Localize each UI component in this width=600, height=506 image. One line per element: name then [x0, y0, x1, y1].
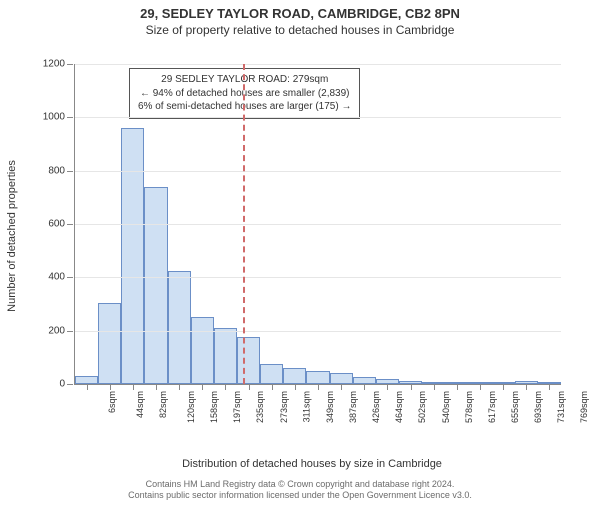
- x-tick-label: 731sqm: [556, 391, 566, 423]
- x-tick-label: 235sqm: [255, 391, 265, 423]
- x-tick: [549, 384, 550, 390]
- x-axis-label: Distribution of detached houses by size …: [56, 458, 568, 470]
- x-tick: [110, 384, 111, 390]
- grid-line: [75, 277, 561, 278]
- y-tick-label: 800: [48, 165, 65, 176]
- footer-line-2: Contains public sector information licen…: [0, 490, 600, 502]
- x-tick-label: 44sqm: [135, 391, 145, 418]
- x-tick-label: 311sqm: [301, 391, 311, 422]
- x-tick-label: 769sqm: [579, 391, 589, 423]
- x-tick: [434, 384, 435, 390]
- histogram-bar: [353, 377, 376, 384]
- x-tick-label: 387sqm: [348, 391, 358, 423]
- x-tick: [249, 384, 250, 390]
- histogram-bar: [260, 364, 283, 384]
- x-tick: [526, 384, 527, 390]
- x-tick-label: 426sqm: [371, 391, 381, 423]
- x-tick: [179, 384, 180, 390]
- x-tick: [133, 384, 134, 390]
- x-tick-label: 197sqm: [232, 391, 242, 423]
- x-tick: [480, 384, 481, 390]
- x-tick: [457, 384, 458, 390]
- x-tick: [225, 384, 226, 390]
- grid-line: [75, 171, 561, 172]
- x-tick-label: 120sqm: [186, 391, 196, 423]
- y-tick: [67, 117, 73, 118]
- x-tick-label: 6sqm: [107, 391, 117, 413]
- x-tick-label: 617sqm: [487, 391, 497, 423]
- x-tick: [364, 384, 365, 390]
- footer: Contains HM Land Registry data © Crown c…: [0, 479, 600, 502]
- x-tick: [272, 384, 273, 390]
- x-tick-label: 349sqm: [325, 391, 335, 423]
- histogram-bar: [330, 373, 353, 384]
- histogram-bar: [283, 368, 306, 384]
- x-tick-label: 273sqm: [279, 391, 289, 423]
- page-title: 29, SEDLEY TAYLOR ROAD, CAMBRIDGE, CB2 8…: [0, 6, 600, 21]
- y-tick: [67, 224, 73, 225]
- x-tick-label: 693sqm: [533, 391, 543, 423]
- x-tick-label: 655sqm: [510, 391, 520, 423]
- plot-area: 29 SEDLEY TAYLOR ROAD: 279sqm ← 94% of d…: [74, 64, 561, 385]
- histogram-bar: [168, 271, 191, 384]
- footer-line-1: Contains HM Land Registry data © Crown c…: [0, 479, 600, 491]
- y-tick: [67, 331, 73, 332]
- histogram-bar: [75, 376, 98, 384]
- x-tick: [503, 384, 504, 390]
- x-tick-label: 502sqm: [417, 391, 427, 423]
- marker-line: [243, 64, 245, 384]
- y-tick: [67, 277, 73, 278]
- y-tick-label: 200: [48, 325, 65, 336]
- grid-line: [75, 224, 561, 225]
- x-tick: [341, 384, 342, 390]
- x-tick: [411, 384, 412, 390]
- page-subtitle: Size of property relative to detached ho…: [0, 23, 600, 37]
- y-tick-label: 1000: [43, 112, 65, 123]
- x-tick-label: 578sqm: [464, 391, 474, 423]
- histogram-chart: Number of detached properties 29 SEDLEY …: [56, 56, 568, 416]
- y-tick: [67, 384, 73, 385]
- x-tick: [202, 384, 203, 390]
- y-tick-label: 1200: [43, 59, 65, 70]
- y-tick-label: 400: [48, 272, 65, 283]
- x-tick: [87, 384, 88, 390]
- y-tick-label: 0: [59, 379, 65, 390]
- x-tick: [295, 384, 296, 390]
- grid-line: [75, 331, 561, 332]
- y-tick: [67, 64, 73, 65]
- histogram-bar: [237, 337, 260, 384]
- histogram-bar: [191, 317, 214, 384]
- histogram-bar: [306, 371, 329, 384]
- x-tick: [156, 384, 157, 390]
- x-tick-label: 82sqm: [158, 391, 168, 418]
- y-tick: [67, 171, 73, 172]
- histogram-bar: [214, 328, 237, 384]
- histogram-bar: [144, 187, 167, 384]
- grid-line: [75, 117, 561, 118]
- x-tick-label: 158sqm: [209, 391, 219, 423]
- y-tick-label: 600: [48, 219, 65, 230]
- x-tick-label: 464sqm: [394, 391, 404, 423]
- histogram-bar: [121, 128, 144, 384]
- histogram-bar: [98, 303, 121, 384]
- y-axis-label: Number of detached properties: [6, 160, 18, 312]
- x-tick-label: 540sqm: [441, 391, 451, 423]
- x-tick: [387, 384, 388, 390]
- grid-line: [75, 64, 561, 65]
- x-tick: [318, 384, 319, 390]
